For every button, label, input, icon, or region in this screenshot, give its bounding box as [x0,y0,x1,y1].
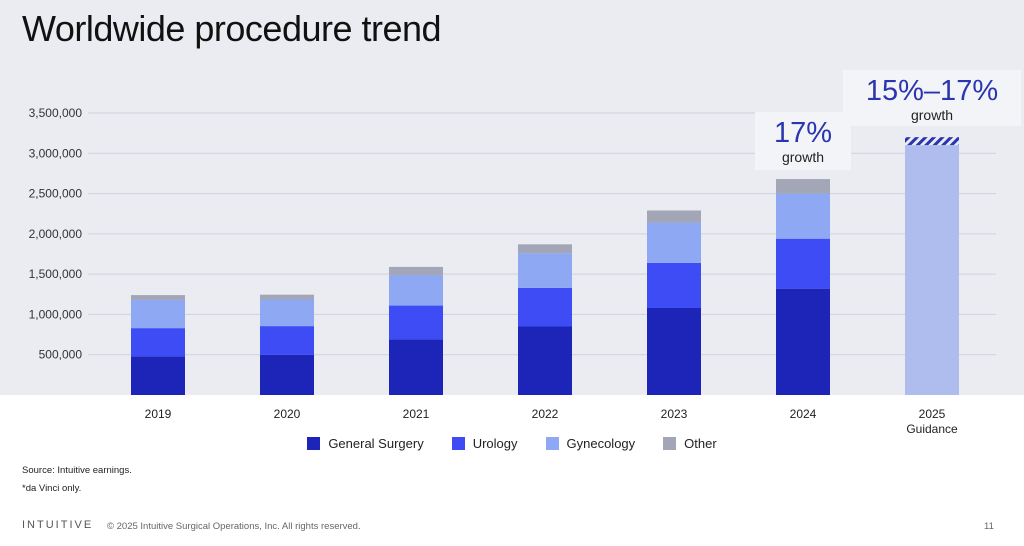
bar-guidance-2025 [905,145,959,395]
bar-urology-2022 [518,287,572,327]
y-axis-ticks: 500,000 1,000,000 1,500,000 2,000,000 2,500,… [29,106,83,362]
legend-swatch-urology [451,437,465,450]
x-tick-label: 2019 [145,407,172,421]
bar-general-surgery-2020 [260,354,314,395]
annotation-growth-label: growth [782,149,824,165]
legend-swatch-other [663,437,677,450]
legend-item-gynecology: Gynecology [545,436,636,451]
bar-general-surgery-2021 [389,339,443,395]
legend-label-gynecology: Gynecology [566,436,636,451]
x-tick-label: 2024 [790,407,817,421]
stacked-bar-chart: 500,000 1,000,000 1,500,000 2,000,000 2,500,… [28,70,1021,436]
bar-gynecology-2024 [776,193,830,239]
x-tick-label: 2020 [274,407,301,421]
bar-other-2021 [389,266,443,275]
y-tick-label: 1,000,000 [29,307,83,321]
source-note: Source: Intuitive earnings. [22,465,132,476]
bar-gynecology-2019 [131,299,185,329]
bars [131,137,959,395]
legend-label-urology: Urology [472,436,518,451]
bar-other-2023 [647,210,701,223]
bar-gynecology-2023 [647,222,701,263]
slide-title: Worldwide procedure trend [22,8,442,49]
y-tick-label: 3,500,000 [29,106,83,120]
y-tick-label: 2,000,000 [29,227,83,241]
y-tick-label: 3,000,000 [29,146,83,160]
bar-urology-2021 [389,305,443,340]
bar-general-surgery-2023 [647,307,701,395]
bar-other-2022 [518,244,572,254]
bar-other-2020 [260,294,314,300]
bar-gynecology-2020 [260,299,314,327]
bar-general-surgery-2024 [776,288,830,395]
x-tick-label: 2025 [919,407,946,421]
x-tick-label: 2021 [403,407,430,421]
page-number: 11 [984,521,994,532]
annotation-growth-label: growth [911,107,953,123]
x-tick-label: 2023 [661,407,688,421]
annotation-growth-value: 17% [774,117,832,149]
bar-guidance-range-2025 [905,137,959,146]
y-tick-label: 2,500,000 [29,187,83,201]
footnote: *da Vinci only. [22,483,82,494]
x-tick-label: 2022 [532,407,559,421]
annotation-box-2024 [755,112,851,170]
annotation-box-2025 [843,70,1021,126]
legend-swatch-general-surgery [307,437,321,450]
bar-urology-2023 [647,262,701,308]
bar-urology-2020 [260,326,314,355]
bar-gynecology-2021 [389,274,443,306]
annotation-growth-value: 15%–17% [866,75,998,107]
x-tick-label: Guidance [906,422,958,436]
legend-swatch-gynecology [545,437,559,450]
copyright-text: © 2025 Intuitive Surgical Operations, In… [107,521,361,532]
company-logo: INTUITIVE [22,519,94,531]
bar-general-surgery-2019 [131,356,185,395]
bar-other-2024 [776,179,830,194]
bar-urology-2024 [776,238,830,289]
bar-other-2019 [131,295,185,300]
legend-label-general-surgery: General Surgery [328,436,424,451]
legend-item-other: Other [663,436,717,451]
bar-gynecology-2022 [518,253,572,288]
legend-item-urology: Urology [451,436,518,451]
bar-general-surgery-2022 [518,326,572,395]
y-tick-label: 500,000 [39,348,83,362]
legend-item-general-surgery: General Surgery [307,436,424,451]
legend-label-other: Other [684,436,717,451]
chart-legend: General Surgery Urology Gynecology Other [0,436,1024,451]
bar-urology-2019 [131,328,185,357]
y-tick-label: 1,500,000 [29,267,83,281]
